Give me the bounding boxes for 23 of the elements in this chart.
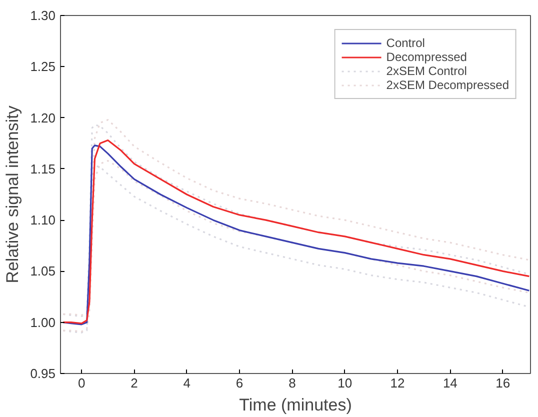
x-tick-label: 12	[390, 376, 405, 390]
x-tick-label: 14	[442, 376, 458, 390]
legend-label: Control	[386, 36, 425, 50]
legend-label: 2xSEM Decompressed	[386, 78, 509, 92]
x-tick-label: 10	[338, 376, 352, 390]
y-tick-label: 1.25	[30, 59, 56, 74]
y-axis-title: Relative signal intensity	[3, 105, 22, 284]
legend-label: 2xSEM Control	[386, 64, 467, 78]
y-tick-label: 1.20	[30, 110, 56, 126]
x-tick-label: 4	[183, 376, 191, 390]
legend-label: Decompressed	[386, 50, 467, 64]
x-tick-label: 8	[288, 376, 296, 390]
x-tick-label: 2	[130, 376, 138, 390]
x-tick-label: 0	[78, 376, 86, 390]
y-tick-label: 1.30	[30, 8, 56, 23]
y-tick-label: 1.10	[30, 212, 56, 228]
y-tick-label: 1.05	[30, 264, 56, 279]
x-tick-label: 6	[236, 376, 244, 390]
y-tick-label: 1.00	[30, 314, 56, 330]
x-tick-label: 16	[496, 376, 510, 390]
y-tick-label: 1.15	[30, 161, 56, 176]
y-tick-label: 0.95	[30, 366, 56, 381]
x-axis-title: Time (minutes)	[239, 396, 352, 414]
